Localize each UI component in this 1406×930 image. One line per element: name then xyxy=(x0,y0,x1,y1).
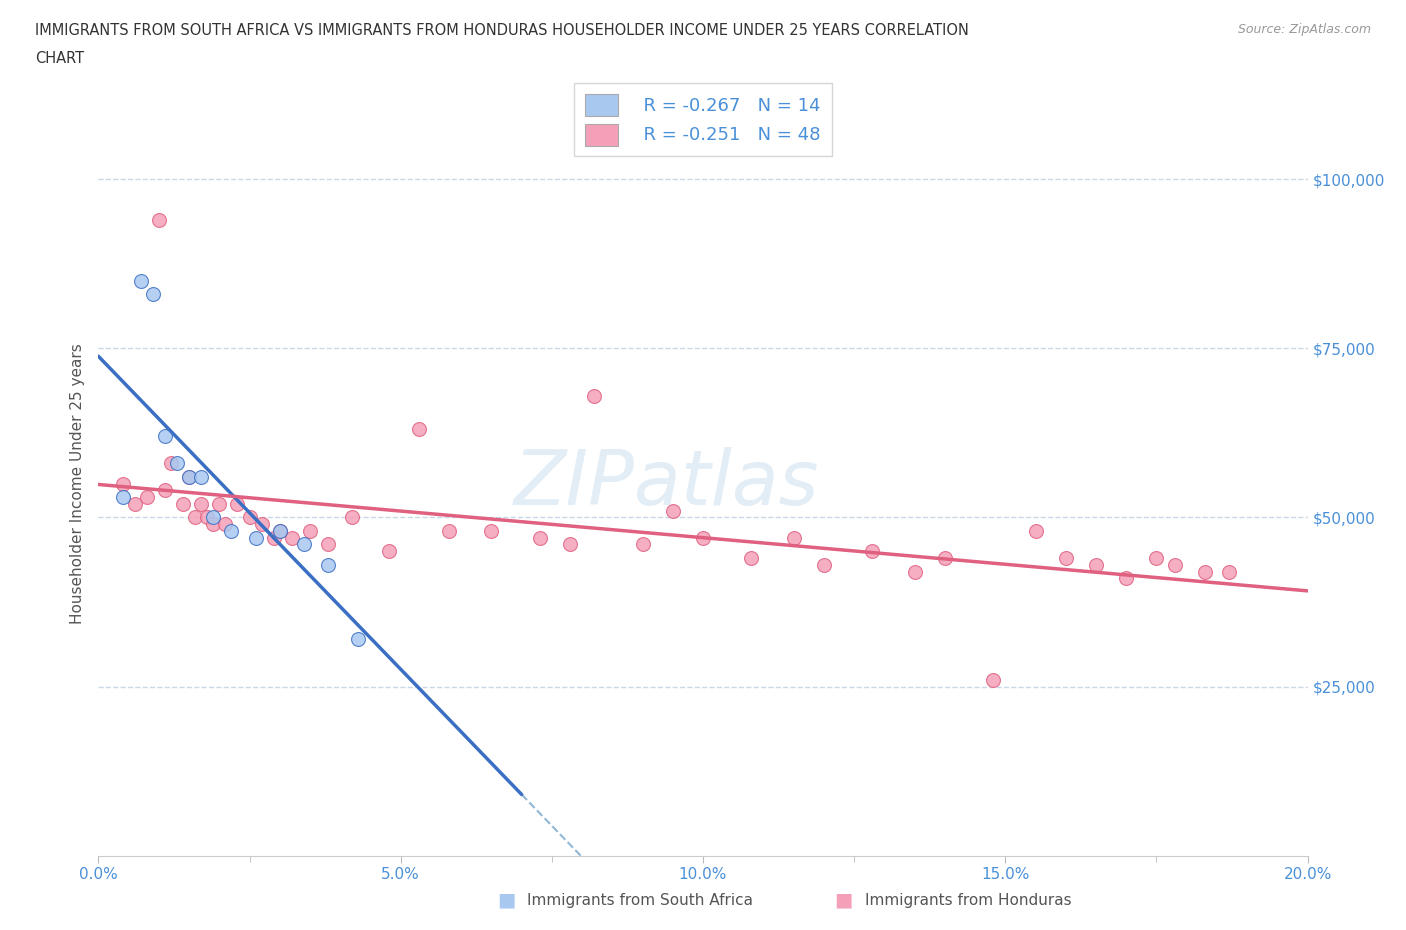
Point xyxy=(202,517,225,532)
Point xyxy=(347,631,370,646)
Point xyxy=(1194,565,1216,579)
Point xyxy=(408,422,430,437)
Point xyxy=(190,497,212,512)
Point xyxy=(190,470,212,485)
Point xyxy=(214,517,236,532)
Point xyxy=(135,490,157,505)
Point xyxy=(860,544,883,559)
Legend:   R = -0.267   N = 14,   R = -0.251   N = 48: R = -0.267 N = 14, R = -0.251 N = 48 xyxy=(575,84,831,156)
Point xyxy=(1163,557,1185,572)
Point xyxy=(1144,551,1167,565)
Point xyxy=(142,286,165,301)
Point xyxy=(316,557,339,572)
Point xyxy=(226,497,249,512)
Point xyxy=(1218,565,1240,579)
Text: Source: ZipAtlas.com: Source: ZipAtlas.com xyxy=(1237,23,1371,36)
Point xyxy=(281,530,304,545)
Point xyxy=(166,456,188,471)
Point xyxy=(208,497,231,512)
Point xyxy=(316,537,339,551)
Point xyxy=(111,490,134,505)
Point xyxy=(783,530,806,545)
Point xyxy=(195,510,218,525)
Point xyxy=(172,497,194,512)
Point xyxy=(124,497,146,512)
Point xyxy=(239,510,262,525)
Text: Immigrants from South Africa: Immigrants from South Africa xyxy=(527,893,754,908)
Text: Immigrants from Honduras: Immigrants from Honduras xyxy=(865,893,1071,908)
Point xyxy=(631,537,654,551)
Point xyxy=(342,510,364,525)
Point xyxy=(583,388,606,403)
Point xyxy=(263,530,285,545)
Text: CHART: CHART xyxy=(35,51,84,66)
Point xyxy=(250,517,273,532)
Text: ■: ■ xyxy=(496,891,516,910)
Text: ■: ■ xyxy=(834,891,853,910)
Point xyxy=(179,470,201,485)
Point xyxy=(1024,524,1046,538)
Point xyxy=(184,510,207,525)
Point xyxy=(740,551,762,565)
Point xyxy=(558,537,581,551)
Point xyxy=(153,483,176,498)
Point xyxy=(179,470,201,485)
Point xyxy=(437,524,460,538)
Text: ZIPatlas: ZIPatlas xyxy=(515,446,820,521)
Point xyxy=(160,456,183,471)
Point xyxy=(202,510,225,525)
Point xyxy=(529,530,551,545)
Point xyxy=(129,273,152,288)
Point xyxy=(934,551,956,565)
Point xyxy=(813,557,835,572)
Point xyxy=(377,544,399,559)
Point xyxy=(692,530,714,545)
Point xyxy=(269,524,291,538)
Point xyxy=(1054,551,1077,565)
Point xyxy=(153,429,176,444)
Point xyxy=(111,476,134,491)
Point xyxy=(981,672,1004,687)
Point xyxy=(1085,557,1108,572)
Point xyxy=(661,503,683,518)
Point xyxy=(245,530,267,545)
Y-axis label: Householder Income Under 25 years: Householder Income Under 25 years xyxy=(69,343,84,624)
Point xyxy=(481,524,503,538)
Point xyxy=(292,537,315,551)
Point xyxy=(148,212,170,227)
Point xyxy=(269,524,291,538)
Point xyxy=(1115,571,1137,586)
Point xyxy=(221,524,243,538)
Text: IMMIGRANTS FROM SOUTH AFRICA VS IMMIGRANTS FROM HONDURAS HOUSEHOLDER INCOME UNDE: IMMIGRANTS FROM SOUTH AFRICA VS IMMIGRAN… xyxy=(35,23,969,38)
Point xyxy=(904,565,927,579)
Point xyxy=(299,524,322,538)
